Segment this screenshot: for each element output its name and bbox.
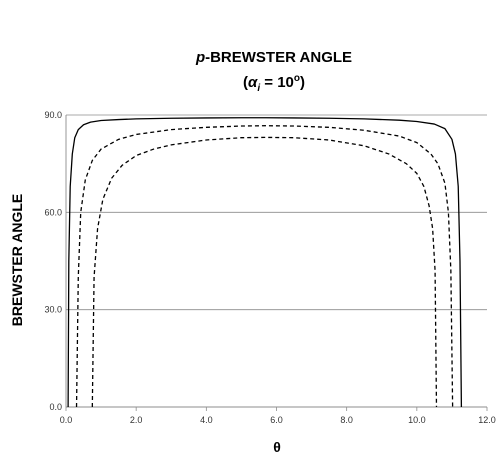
x-tick-label: 2.0 bbox=[130, 415, 143, 425]
chart-title-rest: -BREWSTER ANGLE bbox=[205, 49, 352, 66]
x-tick-label: 10.0 bbox=[408, 415, 426, 425]
y-tick-label: 90.0 bbox=[44, 110, 62, 120]
series-line-1 bbox=[67, 117, 463, 408]
subtitle-alpha: α bbox=[248, 74, 258, 91]
x-tick-label: 6.0 bbox=[270, 415, 283, 425]
y-tick-label: 60.0 bbox=[44, 207, 62, 217]
tick-labels: 0.0 30.0 60.0 90.0 0.0 2.0 4.0 6.0 8.0 10.0 12.0 bbox=[44, 110, 495, 425]
axes bbox=[65, 115, 488, 411]
series-lines bbox=[67, 117, 463, 408]
gridlines bbox=[66, 114, 487, 311]
subtitle-superscript: o bbox=[294, 73, 300, 84]
x-tick-label: 8.0 bbox=[340, 415, 353, 425]
y-axis-title: BREWSTER ANGLE bbox=[9, 194, 25, 326]
x-tick-label: 4.0 bbox=[200, 415, 213, 425]
subtitle-value: = 10 bbox=[260, 74, 294, 91]
y-tick-label: 0.0 bbox=[49, 402, 62, 412]
y-tick-label: 30.0 bbox=[44, 305, 62, 315]
subtitle-open-paren: ( bbox=[243, 74, 248, 91]
x-axis-title: θ bbox=[273, 439, 281, 455]
chart-title-prefix: p bbox=[195, 49, 205, 66]
subtitle-subscript: i bbox=[257, 83, 260, 94]
chart-subtitle: (αi = 10o) bbox=[243, 73, 305, 94]
series-line-3 bbox=[91, 136, 438, 408]
subtitle-close-paren: ) bbox=[300, 74, 305, 91]
chart-title: p-BREWSTER ANGLE bbox=[195, 49, 352, 66]
x-tick-label: 0.0 bbox=[60, 415, 73, 425]
series-line-2 bbox=[75, 125, 454, 408]
x-tick-label: 12.0 bbox=[478, 415, 496, 425]
